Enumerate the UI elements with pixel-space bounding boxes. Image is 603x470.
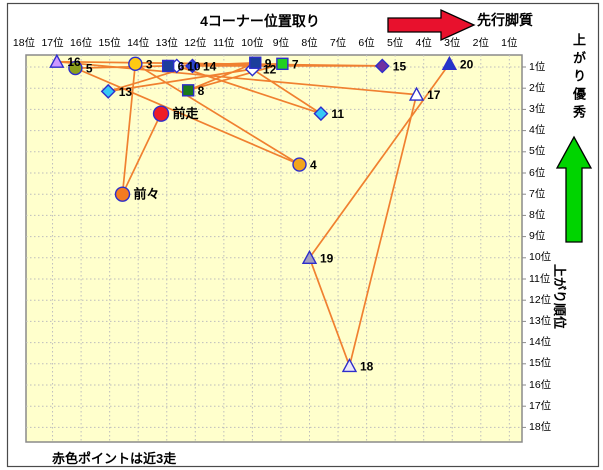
point-label-3: 3 <box>146 57 153 71</box>
y-tick-label-18位: 18位 <box>529 420 552 433</box>
x-tick-label-17位: 17位 <box>41 37 64 49</box>
point-label-13: 13 <box>119 85 133 99</box>
x-tick-label-3位: 3位 <box>444 37 461 49</box>
y-tick-label-16位: 16位 <box>529 378 552 391</box>
point-marker-6 <box>161 59 175 73</box>
y-tick-label-12位: 12位 <box>529 293 552 306</box>
y-tick-label-10位: 10位 <box>529 251 552 264</box>
point-label-16: 16 <box>67 55 81 69</box>
point-marker-5 <box>68 60 83 76</box>
x-tick-label-2位: 2位 <box>472 37 489 49</box>
point-label-18: 18 <box>360 359 374 373</box>
point-label-20: 20 <box>460 57 474 71</box>
x-tick-label-14位: 14位 <box>127 37 150 49</box>
y-tick-label-17位: 17位 <box>529 399 552 412</box>
point-label-前走: 前走 <box>173 106 200 121</box>
y-axis-top-caption: 上がり優秀 <box>571 33 586 123</box>
x-tick-label-11位: 11位 <box>213 37 235 49</box>
y-tick-label-2位: 2位 <box>529 81 546 94</box>
point-marker-7 <box>276 57 289 71</box>
y-tick-label-6位: 6位 <box>529 166 546 179</box>
plot-area <box>25 54 523 443</box>
point-label-11: 11 <box>331 107 344 121</box>
y-axis-title: 上がり順位 <box>552 263 568 330</box>
y-tick-label-13位: 13位 <box>529 314 552 327</box>
chart-title: 4コーナー位置取り <box>200 13 320 29</box>
x-tick-label-13位: 13位 <box>155 37 178 49</box>
point-marker-前走 <box>152 105 170 122</box>
point-label-10: 10 <box>187 59 201 73</box>
y-tick-label-1位: 1位 <box>529 60 546 73</box>
y-tick-label-11位: 11位 <box>529 272 551 285</box>
point-marker-8 <box>181 84 195 97</box>
x-tick-label-16位: 16位 <box>70 37 93 49</box>
y-tick-label-3位: 3位 <box>529 102 546 115</box>
point-marker-前々 <box>114 186 131 202</box>
point-marker-13 <box>100 83 116 99</box>
point-marker-14 <box>184 58 200 74</box>
legend-note: 赤色ポイントは近3走 <box>52 451 177 466</box>
point-marker-20 <box>441 55 458 71</box>
point-label-14: 14 <box>203 59 217 73</box>
point-label-前々: 前々 <box>133 187 159 202</box>
y-tick-label-15位: 15位 <box>529 357 552 370</box>
run-sequence-line <box>55 60 451 367</box>
point-label-8: 8 <box>198 84 205 98</box>
point-label-12: 12 <box>263 63 277 77</box>
point-label-19: 19 <box>320 251 334 265</box>
x-tick-label-1位: 1位 <box>501 37 518 49</box>
y-tick-label-7位: 7位 <box>529 187 546 200</box>
x-tick-label-15位: 15位 <box>98 37 121 49</box>
x-tick-label-6位: 6位 <box>358 37 375 49</box>
point-label-4: 4 <box>310 158 317 172</box>
point-label-15: 15 <box>393 59 407 73</box>
x-tick-label-9位: 9位 <box>272 37 290 49</box>
point-marker-19 <box>301 249 318 264</box>
point-marker-17 <box>408 86 425 101</box>
pace-arrow-label: 先行脚質 <box>477 12 533 28</box>
y-tick-label-9位: 9位 <box>529 230 546 243</box>
y-tick-label-5位: 5位 <box>529 145 546 158</box>
point-marker-16 <box>49 53 65 68</box>
point-label-6: 6 <box>178 59 185 73</box>
point-marker-11 <box>313 106 329 122</box>
y-tick-label-8位: 8位 <box>529 208 546 221</box>
x-tick-label-7位: 7位 <box>329 37 347 49</box>
agari-arrow-icon <box>555 135 593 243</box>
point-marker-3 <box>128 56 143 72</box>
point-marker-15 <box>374 58 390 74</box>
pace-arrow-icon <box>387 8 476 42</box>
point-label-5: 5 <box>86 62 93 76</box>
y-tick-label-4位: 4位 <box>529 124 546 137</box>
point-marker-4 <box>292 157 307 172</box>
x-tick-label-10位: 10位 <box>241 37 264 49</box>
point-label-9: 9 <box>265 56 272 70</box>
point-label-17: 17 <box>427 88 441 102</box>
x-tick-label-18位: 18位 <box>12 37 36 49</box>
chart-frame <box>6 2 600 468</box>
x-tick-label-12位: 12位 <box>184 37 207 49</box>
x-tick-label-5位: 5位 <box>386 37 404 49</box>
x-tick-label-4位: 4位 <box>415 37 432 49</box>
point-marker-9 <box>249 56 262 69</box>
point-label-7: 7 <box>292 57 299 71</box>
point-marker-18 <box>341 357 358 373</box>
y-tick-label-14位: 14位 <box>529 336 552 349</box>
x-tick-label-8位: 8位 <box>301 37 318 49</box>
